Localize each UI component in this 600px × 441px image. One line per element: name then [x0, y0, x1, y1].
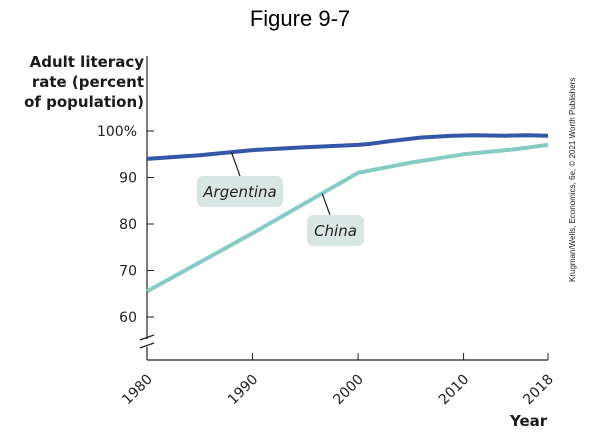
series-labels: Argentina China	[197, 151, 364, 246]
series-label-argentina: Argentina	[202, 183, 276, 201]
leader-line	[321, 193, 331, 216]
series-lines	[146, 133, 549, 294]
x-tick-label: 1980	[119, 372, 156, 409]
y-tick-label: 90	[119, 171, 137, 187]
x-tick-label: 2000	[330, 372, 367, 409]
leader-line	[230, 151, 241, 177]
ticks: 60 70 80 90 100% 1980 1990 2000 2010 2018	[97, 124, 557, 408]
series-label-china: China	[314, 222, 357, 240]
y-tick-label: 60	[119, 310, 137, 326]
x-axis-label: Year	[510, 412, 548, 430]
axes	[139, 56, 548, 361]
series-label-box	[307, 215, 364, 246]
y-tick-label: 70	[119, 264, 137, 280]
y-tick-label: 100%	[97, 124, 137, 140]
series-label-box	[197, 176, 283, 207]
series-line-china	[146, 142, 549, 294]
x-tick-label: 2018	[520, 372, 557, 409]
x-tick-label: 1990	[225, 372, 262, 409]
figure-title: Figure 9-7	[249, 6, 351, 31]
x-tick-label: 2010	[436, 372, 473, 409]
axis-break-mark	[139, 334, 155, 341]
series-line-argentina	[146, 133, 549, 161]
y-tick-label: 80	[119, 217, 137, 233]
y-axis-label: Adult literacy rate (percent of populati…	[24, 53, 144, 111]
axis-break-mark	[139, 342, 155, 349]
